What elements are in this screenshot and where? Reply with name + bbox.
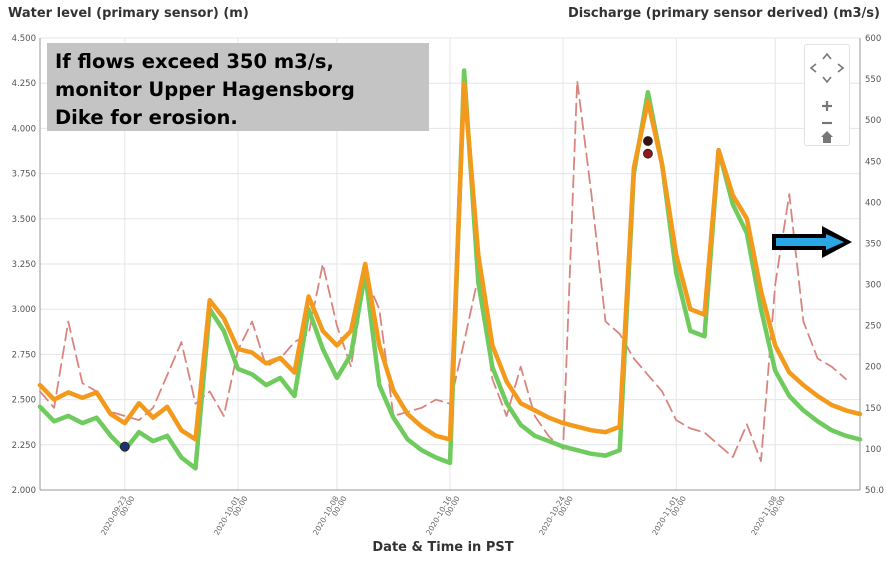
left-tick-label: 4.500 — [12, 34, 36, 44]
right-tick-label: 450 — [865, 157, 881, 167]
navigation-panel — [804, 44, 850, 146]
annotation-text: If flows exceed 350 m3/s, monitor Upper … — [55, 50, 355, 129]
zoom-in-icon[interactable] — [820, 99, 834, 113]
chevron-right-icon[interactable] — [834, 61, 848, 75]
chevron-left-icon[interactable] — [806, 61, 820, 75]
chevron-down-icon[interactable] — [820, 73, 834, 87]
left-tick-label: 2.500 — [12, 396, 36, 406]
home-icon[interactable] — [820, 130, 834, 144]
data-point-marker — [643, 136, 653, 146]
right-tick-label: 400 — [865, 198, 881, 208]
left-tick-label: 4.250 — [12, 79, 36, 89]
right-tick-label: 300 — [865, 281, 881, 291]
left-tick-label: 2.750 — [12, 350, 36, 360]
left-tick-label: 3.750 — [12, 170, 36, 180]
left-tick-label: 3.500 — [12, 215, 36, 225]
data-point-marker — [119, 441, 130, 452]
left-tick-label: 3.000 — [12, 305, 36, 315]
right-axis-title: Discharge (primary sensor derived) (m3/s… — [567, 6, 880, 21]
right-tick-label: 550 — [865, 75, 881, 85]
x-axis-title: Date & Time in PST — [372, 540, 514, 555]
left-tick-label: 2.250 — [12, 441, 36, 451]
discharge-series — [39, 79, 847, 463]
right-tick-label: 500 — [865, 116, 881, 126]
right-tick-label: 350 — [865, 239, 881, 249]
right-tick-label: 250 — [865, 322, 881, 332]
right-tick-label: 200 — [865, 363, 881, 373]
data-point-marker — [643, 148, 653, 159]
annotation-box: If flows exceed 350 m3/s, monitor Upper … — [47, 43, 429, 131]
threshold-arrow — [770, 224, 854, 260]
water-level-series-orange — [37, 80, 863, 442]
left-tick-label: 4.000 — [12, 124, 36, 134]
left-axis-title: Water level (primary sensor) (m) — [8, 6, 249, 21]
left-tick-label: 3.250 — [12, 260, 36, 270]
right-tick-label: 150 — [865, 404, 881, 414]
right-tick-label: 600 — [865, 34, 881, 44]
left-tick-label: 2.000 — [12, 486, 36, 496]
chevron-up-icon[interactable] — [820, 49, 834, 63]
right-tick-label: 100 — [865, 445, 881, 455]
right-tick-label: 50.0 — [865, 486, 884, 496]
zoom-out-icon[interactable] — [820, 116, 834, 130]
